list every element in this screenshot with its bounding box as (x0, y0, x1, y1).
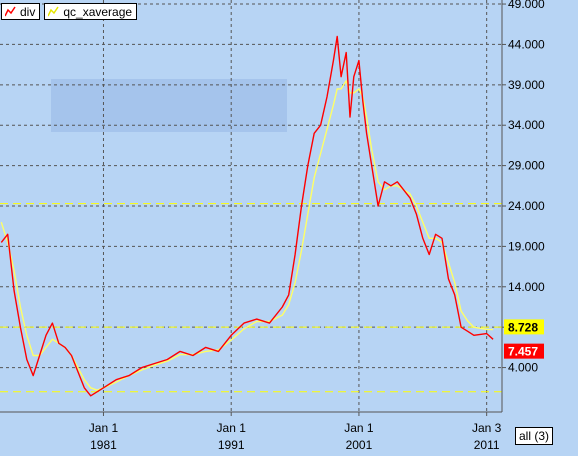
x-tick-label-bottom: 2001 (346, 438, 373, 452)
x-tick-label-top: Jan 1 (89, 421, 119, 435)
legend-label: div (20, 4, 36, 19)
reference-lines (0, 203, 502, 393)
end-label: 8.728 (508, 320, 538, 334)
y-tick-label: 44.000 (508, 37, 545, 51)
series-line-div (0, 35, 494, 397)
y-tick-label: 24.000 (508, 199, 545, 213)
x-tick-label-bottom: 1981 (90, 438, 117, 452)
end-label-box (504, 343, 544, 359)
y-tick-label: 39.000 (508, 78, 545, 92)
shaded-box (51, 79, 287, 132)
line-chart-icon (5, 6, 16, 17)
end-labels: 8.728 7.457 (504, 319, 544, 359)
x-axis: Jan 1 1981 Jan 1 1991 Jan 1 2001 Jan 3 2011 (89, 412, 502, 452)
x-tick-label-top: Jan 3 (472, 421, 502, 435)
legend-item-qc-xaverage[interactable]: qc_xaverage (44, 3, 138, 20)
y-axis: 49.000 44.000 39.000 34.000 29.000 24.000 19.0… (502, 0, 545, 375)
x-tick-label-bottom: 1991 (218, 438, 245, 452)
y-tick-label: 4.000 (508, 361, 538, 375)
grid (0, 0, 502, 412)
legend-item-div[interactable]: div (1, 3, 41, 20)
y-tick-label: 49.000 (508, 0, 545, 11)
range-all-button[interactable]: all (3) (515, 427, 554, 445)
x-tick-label-top: Jan 1 (344, 421, 374, 435)
y-tick-label: 14.000 (508, 280, 545, 294)
series-lines (0, 35, 494, 397)
y-tick-label: 19.000 (508, 239, 545, 253)
legend-label: qc_xaverage (63, 4, 133, 19)
end-label: 7.457 (508, 345, 538, 359)
y-tick-label: 34.000 (508, 118, 545, 132)
legend: div qc_xaverage (1, 3, 138, 20)
x-tick-label-bottom: 2011 (474, 438, 500, 452)
x-tick-label-top: Jan 1 (217, 421, 247, 435)
y-tick-label: 29.000 (508, 159, 545, 173)
end-label-box (504, 319, 544, 335)
line-chart-icon (48, 6, 59, 17)
